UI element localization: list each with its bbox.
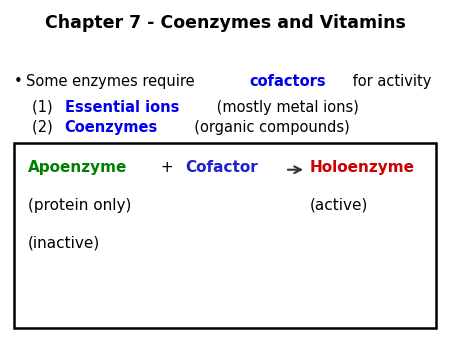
Text: (mostly metal ions): (mostly metal ions)	[212, 100, 359, 115]
Text: Holoenzyme: Holoenzyme	[310, 160, 415, 175]
Text: (1): (1)	[32, 100, 57, 115]
Text: for activity: for activity	[348, 74, 432, 89]
Text: (inactive): (inactive)	[28, 236, 100, 251]
Text: cofactors: cofactors	[250, 74, 326, 89]
Bar	[14, 143, 436, 328]
Text: (active): (active)	[310, 198, 369, 213]
Text: +: +	[156, 160, 179, 175]
Text: Chapter 7 - Coenzymes and Vitamins: Chapter 7 - Coenzymes and Vitamins	[45, 14, 405, 32]
Text: (protein only): (protein only)	[28, 198, 131, 213]
Text: Some enzymes require: Some enzymes require	[26, 74, 199, 89]
Text: Coenzymes: Coenzymes	[65, 120, 158, 135]
Text: •: •	[14, 74, 23, 89]
Text: Essential ions: Essential ions	[65, 100, 179, 115]
Text: Cofactor: Cofactor	[185, 160, 258, 175]
Text: (2): (2)	[32, 120, 58, 135]
Text: Apoenzyme: Apoenzyme	[28, 160, 127, 175]
Text: (organic compounds): (organic compounds)	[185, 120, 350, 135]
